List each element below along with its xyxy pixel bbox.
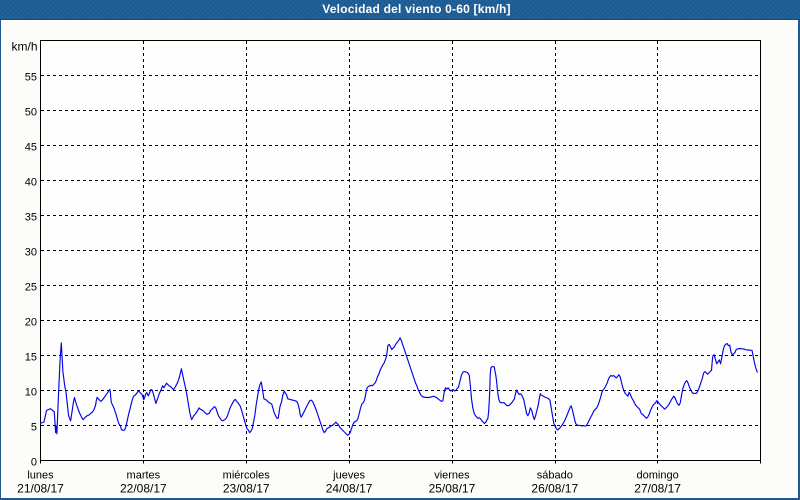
svg-text:25: 25 xyxy=(25,282,37,294)
svg-text:24/08/17: 24/08/17 xyxy=(326,482,373,496)
svg-text:miércoles: miércoles xyxy=(223,470,271,482)
svg-text:35: 35 xyxy=(25,212,37,224)
svg-text:jueves: jueves xyxy=(332,470,365,482)
svg-text:21/08/17: 21/08/17 xyxy=(17,482,64,496)
svg-text:22/08/17: 22/08/17 xyxy=(120,482,167,496)
svg-text:45: 45 xyxy=(25,142,37,154)
svg-text:15: 15 xyxy=(25,352,37,364)
svg-text:km/h: km/h xyxy=(11,40,37,54)
svg-text:martes: martes xyxy=(127,470,161,482)
svg-text:30: 30 xyxy=(25,247,37,259)
svg-text:23/08/17: 23/08/17 xyxy=(223,482,270,496)
svg-text:viernes: viernes xyxy=(434,470,470,482)
svg-text:50: 50 xyxy=(25,107,37,119)
svg-text:55: 55 xyxy=(25,72,37,84)
svg-text:20: 20 xyxy=(25,317,37,329)
svg-text:0: 0 xyxy=(31,457,37,469)
svg-text:26/08/17: 26/08/17 xyxy=(531,482,578,496)
svg-text:25/08/17: 25/08/17 xyxy=(429,482,476,496)
svg-text:domingo: domingo xyxy=(637,470,679,482)
svg-text:lunes: lunes xyxy=(27,470,54,482)
svg-text:sábado: sábado xyxy=(537,470,573,482)
svg-text:5: 5 xyxy=(31,422,37,434)
svg-text:10: 10 xyxy=(25,387,37,399)
svg-text:27/08/17: 27/08/17 xyxy=(634,482,681,496)
svg-text:40: 40 xyxy=(25,177,37,189)
